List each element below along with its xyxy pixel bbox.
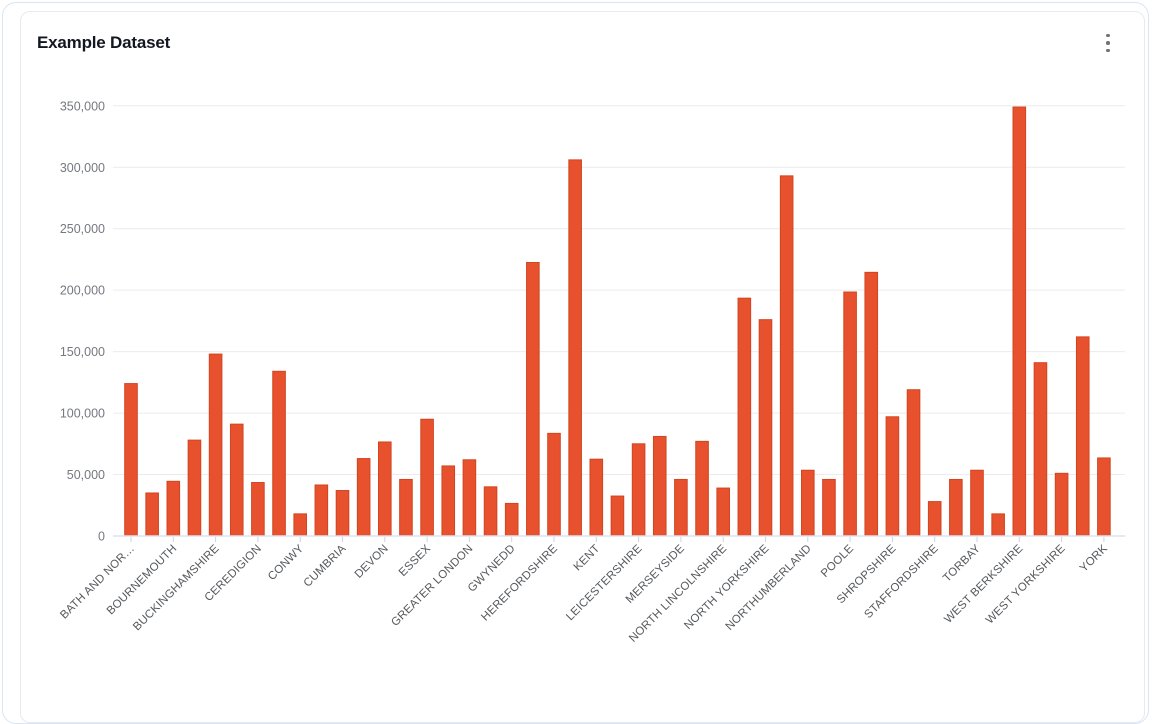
- x-axis-tick-label: BUCKINGHAMSHIRE: [131, 543, 222, 634]
- x-axis-tick-label: TORBAY: [941, 543, 983, 585]
- y-axis-tick-label: 250,000: [60, 222, 105, 236]
- bar[interactable]: [399, 478, 413, 537]
- bar[interactable]: [462, 459, 477, 537]
- bar[interactable]: [1012, 106, 1027, 537]
- bar[interactable]: [970, 469, 984, 537]
- x-axis-tick-label: YORK: [1078, 543, 1110, 575]
- y-axis-tick-label: 0: [98, 530, 105, 544]
- y-axis-tick-label: 200,000: [60, 284, 105, 298]
- kebab-vertical-icon: [1106, 33, 1110, 38]
- x-axis-tick-label: CUMBRIA: [302, 543, 349, 590]
- bar[interactable]: [335, 490, 350, 537]
- chart-card: [20, 11, 1145, 723]
- y-axis-tick-label: 150,000: [60, 345, 105, 359]
- bar[interactable]: [314, 484, 329, 537]
- x-axis-tick-label: WEST BERKSHIRE: [942, 543, 1025, 626]
- x-axis-tick-label: ESSEX: [397, 543, 433, 579]
- y-axis-tick-label: 300,000: [60, 161, 105, 175]
- bar[interactable]: [251, 482, 265, 537]
- bar[interactable]: [906, 389, 921, 537]
- bar[interactable]: [504, 502, 519, 537]
- bar[interactable]: [758, 319, 773, 537]
- bar[interactable]: [441, 465, 456, 537]
- x-axis-tick-label: POOLE: [819, 543, 856, 580]
- bar[interactable]: [737, 297, 752, 537]
- bar-chart: 0 50,000 100,000 150,000 200,000 250,000 300,0…: [58, 99, 1125, 645]
- x-axis-tick-label: KENT: [572, 543, 603, 574]
- bar[interactable]: [568, 159, 582, 537]
- bar[interactable]: [991, 513, 1005, 537]
- bar[interactable]: [420, 418, 434, 537]
- bar[interactable]: [652, 435, 667, 537]
- bar[interactable]: [356, 458, 371, 537]
- bar[interactable]: [822, 478, 836, 537]
- y-axis-tick-label: 350,000: [60, 99, 105, 113]
- x-axis-tick-label: DEVON: [353, 543, 391, 581]
- x-axis-tick-label: WEST YORKSHIRE: [984, 543, 1068, 627]
- bar[interactable]: [949, 478, 963, 537]
- x-axis-tick-label: BOURNEMOUTH: [105, 543, 180, 618]
- x-axis-tick-label: CONWY: [266, 543, 306, 583]
- x-axis-tick-label: STAFFORDSHIRE: [862, 543, 940, 621]
- more-options-button[interactable]: [1098, 30, 1118, 56]
- bar[interactable]: [716, 487, 731, 537]
- chart-title: Example Dataset: [37, 33, 171, 52]
- bar[interactable]: [695, 440, 709, 537]
- bar[interactable]: [166, 480, 181, 537]
- y-axis-tick-label: 100,000: [60, 407, 105, 421]
- bar[interactable]: [843, 291, 857, 537]
- x-axis-tick-label: NORTHUMBERLAND: [724, 543, 814, 633]
- kebab-vertical-icon: [1106, 48, 1110, 53]
- bar[interactable]: [272, 370, 286, 537]
- bar[interactable]: [779, 175, 794, 537]
- bar[interactable]: [801, 469, 815, 537]
- x-axis-tick-label: BATH AND NOR…: [58, 543, 137, 622]
- bar[interactable]: [885, 416, 900, 537]
- bar[interactable]: [1033, 362, 1048, 537]
- bar[interactable]: [631, 443, 646, 537]
- bar[interactable]: [187, 439, 202, 537]
- bar[interactable]: [610, 495, 625, 537]
- x-axis-tick-label: NORTH YORKSHIRE: [682, 543, 771, 632]
- y-axis-tick-label: 50,000: [67, 468, 105, 482]
- bar[interactable]: [124, 383, 138, 537]
- bar[interactable]: [547, 432, 561, 537]
- bar[interactable]: [1097, 457, 1111, 537]
- bar[interactable]: [208, 353, 223, 537]
- bar[interactable]: [1054, 472, 1069, 537]
- x-axis-tick-label: HEREFORDSHIRE: [479, 543, 560, 624]
- bar[interactable]: [1075, 336, 1090, 537]
- bar[interactable]: [145, 492, 159, 537]
- x-axis-tick-label: LEICESTERSHIRE: [564, 543, 645, 624]
- bar[interactable]: [483, 486, 498, 537]
- bar[interactable]: [229, 423, 244, 537]
- bar[interactable]: [589, 458, 604, 537]
- bar[interactable]: [526, 262, 540, 537]
- x-axis-tick-label: GREATER LONDON: [389, 543, 475, 629]
- bar[interactable]: [864, 271, 879, 537]
- bar[interactable]: [378, 441, 392, 537]
- bar[interactable]: [674, 478, 688, 537]
- bar[interactable]: [293, 513, 307, 537]
- bar[interactable]: [927, 501, 942, 537]
- kebab-vertical-icon: [1106, 41, 1110, 45]
